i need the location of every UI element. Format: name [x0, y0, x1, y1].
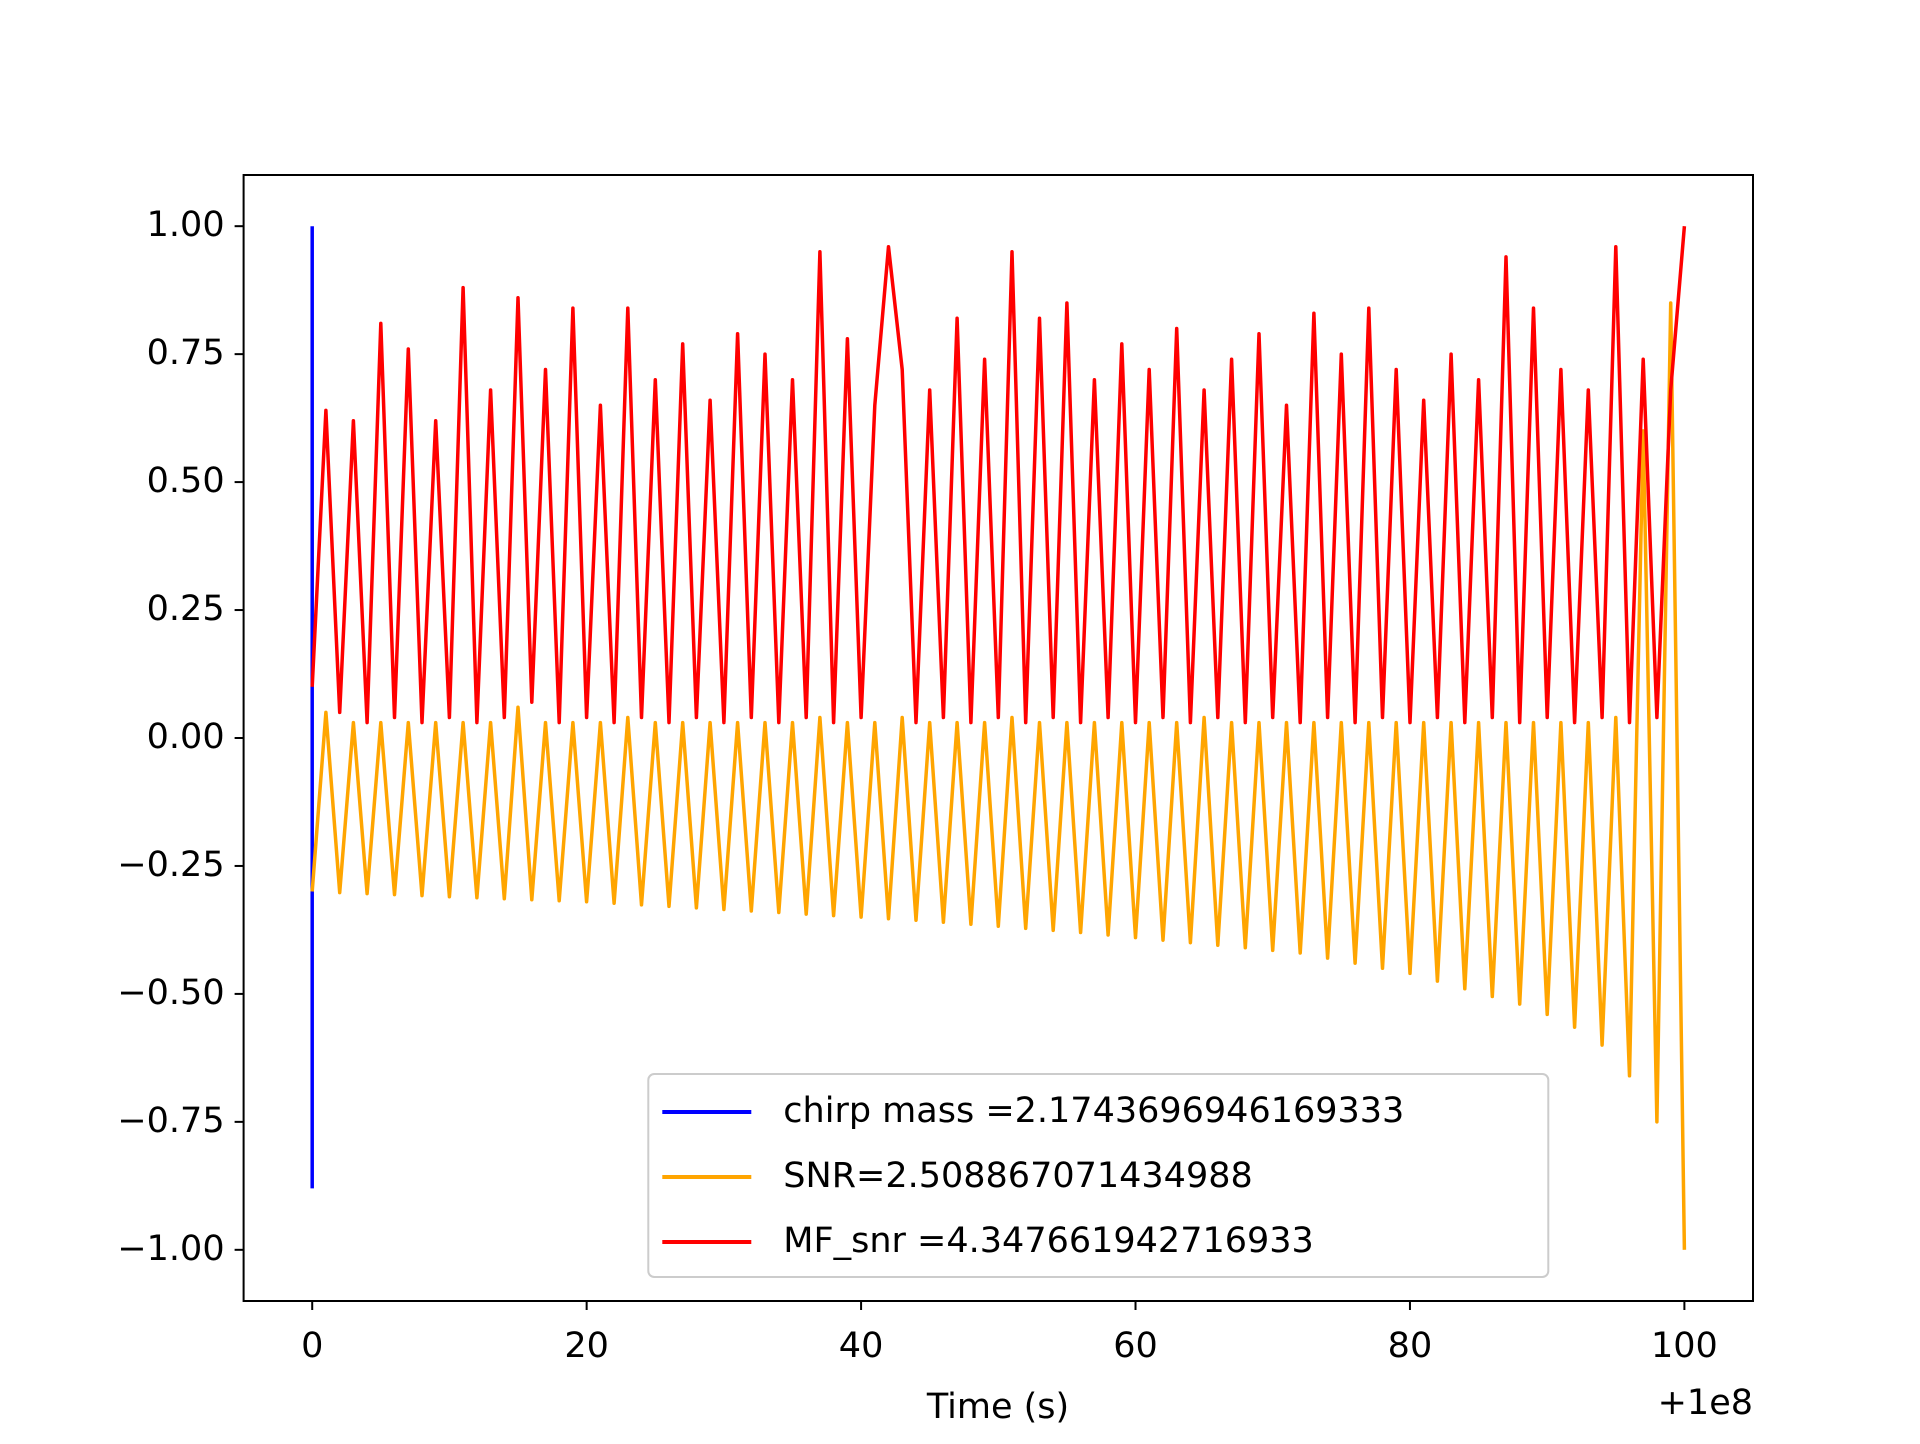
legend-label: chirp mass =2.1743696946169333 [783, 1091, 1404, 1131]
x-tick-label: 40 [839, 1326, 884, 1366]
x-tick-label: 60 [1113, 1326, 1158, 1366]
x-axis-label: Time (s) [926, 1387, 1069, 1427]
x-offset-label: +1e8 [1658, 1383, 1753, 1423]
y-tick-label: −0.25 [117, 845, 224, 885]
legend-box [647, 1073, 1550, 1278]
data-line [310, 226, 1687, 725]
legend-label: MF_snr =4.347661942716933 [783, 1221, 1314, 1261]
x-tick-label: 20 [564, 1326, 609, 1366]
y-tick-label: −1.00 [117, 1229, 224, 1269]
y-tick-label: 0.00 [147, 717, 225, 757]
data-line [310, 301, 1687, 1250]
y-tick-label: −0.50 [117, 973, 224, 1013]
legend-label: SNR=2.508867071434988 [783, 1156, 1252, 1196]
x-tick-label: 100 [1651, 1326, 1718, 1366]
x-tick-label: 0 [301, 1326, 323, 1366]
x-tick-label: 80 [1388, 1326, 1433, 1366]
y-tick-label: 1.00 [147, 205, 225, 245]
y-tick-label: 0.25 [147, 589, 225, 629]
y-tick-label: 0.75 [147, 333, 225, 373]
y-tick-label: −0.75 [117, 1101, 224, 1141]
y-tick-label: 0.50 [147, 461, 225, 501]
